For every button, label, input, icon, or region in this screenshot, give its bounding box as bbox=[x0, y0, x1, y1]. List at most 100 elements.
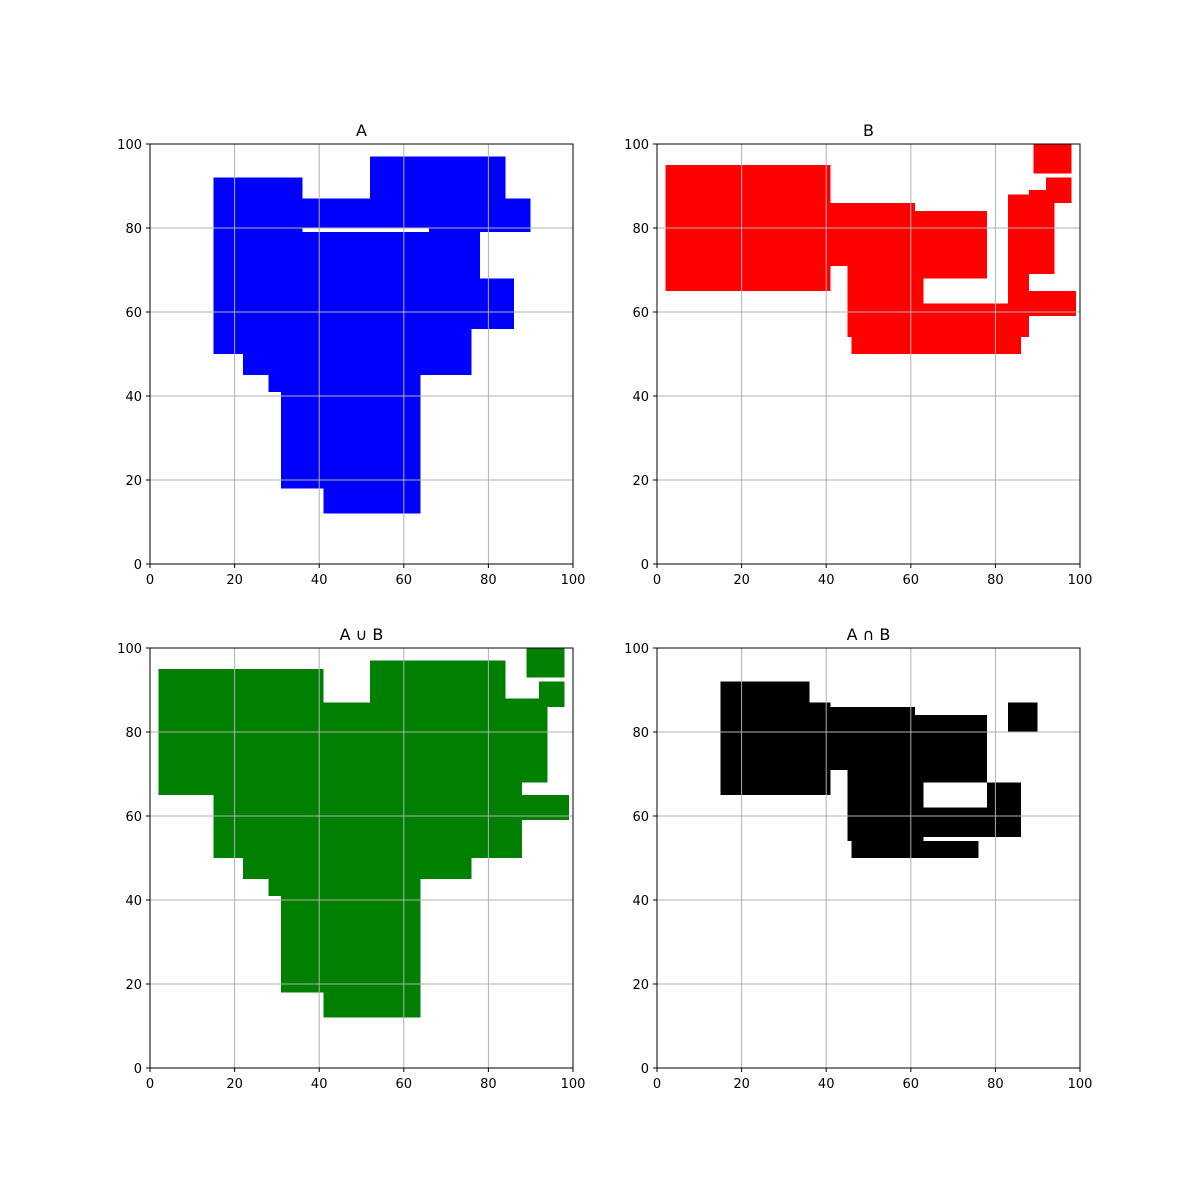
y-tick-label: 40 bbox=[125, 894, 142, 909]
region-block bbox=[213, 228, 303, 233]
region-block bbox=[479, 698, 548, 783]
region-block bbox=[369, 660, 506, 703]
region-block bbox=[830, 706, 916, 770]
chart-title: A ∩ B bbox=[847, 625, 891, 644]
y-tick-label: 0 bbox=[641, 1062, 649, 1077]
y-tick-label: 60 bbox=[632, 810, 649, 825]
region-block bbox=[281, 391, 421, 489]
x-tick-label: 20 bbox=[733, 573, 750, 588]
y-tick-label: 40 bbox=[125, 390, 142, 405]
region-block bbox=[281, 895, 421, 993]
x-tick-label: 60 bbox=[396, 1077, 413, 1092]
axes-frame bbox=[149, 143, 574, 565]
region-block bbox=[243, 832, 472, 879]
region-block bbox=[479, 782, 523, 858]
axes-union: 0 20 40 60 80 100 0 20 40 60 80 100 A ∪ B bbox=[117, 625, 585, 1092]
x-tick-label: 60 bbox=[903, 573, 920, 588]
region-block bbox=[847, 769, 924, 842]
region-group bbox=[213, 156, 531, 514]
region-block bbox=[323, 992, 421, 1018]
region-block bbox=[243, 232, 480, 279]
region-block bbox=[243, 278, 514, 329]
x-tick-label: 40 bbox=[311, 573, 328, 588]
region-block bbox=[302, 198, 531, 228]
y-tick-label: 80 bbox=[632, 222, 649, 237]
y-tick-label: 80 bbox=[125, 222, 142, 237]
region-block bbox=[915, 211, 987, 279]
region-block bbox=[830, 202, 916, 266]
axes-frame bbox=[149, 647, 574, 1069]
region-block bbox=[526, 648, 565, 678]
x-tick-label: 40 bbox=[311, 1077, 328, 1092]
y-tick-label: 100 bbox=[624, 642, 649, 657]
region-block bbox=[323, 488, 421, 514]
y-tick-label: 0 bbox=[134, 558, 142, 573]
region-block bbox=[847, 265, 924, 338]
axes-frame bbox=[656, 143, 1081, 565]
x-tick-label: 100 bbox=[561, 1077, 586, 1092]
y-tick-label: 100 bbox=[624, 138, 649, 153]
y-tick-label: 60 bbox=[125, 810, 142, 825]
region-block bbox=[986, 782, 1021, 808]
y-tick-label: 20 bbox=[125, 474, 142, 489]
x-tick-label: 0 bbox=[146, 1077, 154, 1092]
region-group bbox=[720, 681, 1038, 858]
x-tick-label: 100 bbox=[561, 573, 586, 588]
region-block bbox=[539, 681, 565, 707]
y-tick-label: 20 bbox=[125, 978, 142, 993]
x-tick-label: 20 bbox=[226, 573, 243, 588]
region-block bbox=[851, 841, 979, 858]
x-tick-label: 0 bbox=[146, 573, 154, 588]
x-tick-label: 100 bbox=[1068, 1077, 1093, 1092]
region-block bbox=[1008, 702, 1038, 732]
axes-a: 0 20 40 60 80 100 0 20 40 60 80 100 A bbox=[117, 121, 585, 588]
region-block bbox=[851, 337, 1021, 354]
x-tick-label: 80 bbox=[480, 1077, 497, 1092]
chart-title: B bbox=[863, 121, 874, 140]
x-tick-label: 40 bbox=[818, 573, 835, 588]
chart-title: A ∪ B bbox=[340, 625, 384, 644]
region-block bbox=[1033, 144, 1072, 174]
x-tick-label: 80 bbox=[987, 573, 1004, 588]
region-block bbox=[243, 328, 472, 375]
x-tick-label: 80 bbox=[480, 573, 497, 588]
x-tick-label: 20 bbox=[733, 1077, 750, 1092]
axes-frame bbox=[656, 647, 1081, 1069]
y-tick-label: 0 bbox=[641, 558, 649, 573]
y-tick-label: 0 bbox=[134, 1062, 142, 1077]
x-tick-label: 60 bbox=[903, 1077, 920, 1092]
region-block bbox=[720, 681, 810, 795]
x-tick-label: 100 bbox=[1068, 573, 1093, 588]
x-tick-label: 0 bbox=[653, 573, 661, 588]
region-block bbox=[1046, 177, 1072, 203]
axes-b: 0 20 40 60 80 100 0 20 40 60 80 100 B bbox=[624, 121, 1092, 588]
y-tick-label: 20 bbox=[632, 978, 649, 993]
x-tick-label: 0 bbox=[653, 1077, 661, 1092]
region-block bbox=[809, 702, 831, 795]
y-tick-label: 20 bbox=[632, 474, 649, 489]
y-tick-label: 60 bbox=[125, 306, 142, 321]
x-tick-label: 40 bbox=[818, 1077, 835, 1092]
x-tick-label: 60 bbox=[396, 573, 413, 588]
region-block bbox=[915, 715, 987, 783]
axes-intersection: 0 20 40 60 80 100 0 20 40 60 80 100 A ∩ B bbox=[624, 625, 1092, 1092]
x-tick-label: 80 bbox=[987, 1077, 1004, 1092]
y-tick-label: 60 bbox=[632, 306, 649, 321]
chart-title: A bbox=[356, 121, 367, 140]
region-block bbox=[213, 702, 480, 858]
region-block bbox=[923, 807, 1021, 837]
region-block bbox=[1008, 194, 1030, 291]
region-block bbox=[268, 375, 421, 392]
region-block bbox=[429, 228, 531, 233]
y-tick-label: 40 bbox=[632, 390, 649, 405]
y-tick-label: 100 bbox=[117, 642, 142, 657]
y-tick-label: 80 bbox=[632, 726, 649, 741]
y-tick-label: 100 bbox=[117, 138, 142, 153]
region-block bbox=[1029, 190, 1055, 275]
y-tick-label: 80 bbox=[125, 726, 142, 741]
region-block bbox=[268, 879, 421, 896]
region-block bbox=[369, 156, 506, 199]
x-tick-label: 20 bbox=[226, 1077, 243, 1092]
